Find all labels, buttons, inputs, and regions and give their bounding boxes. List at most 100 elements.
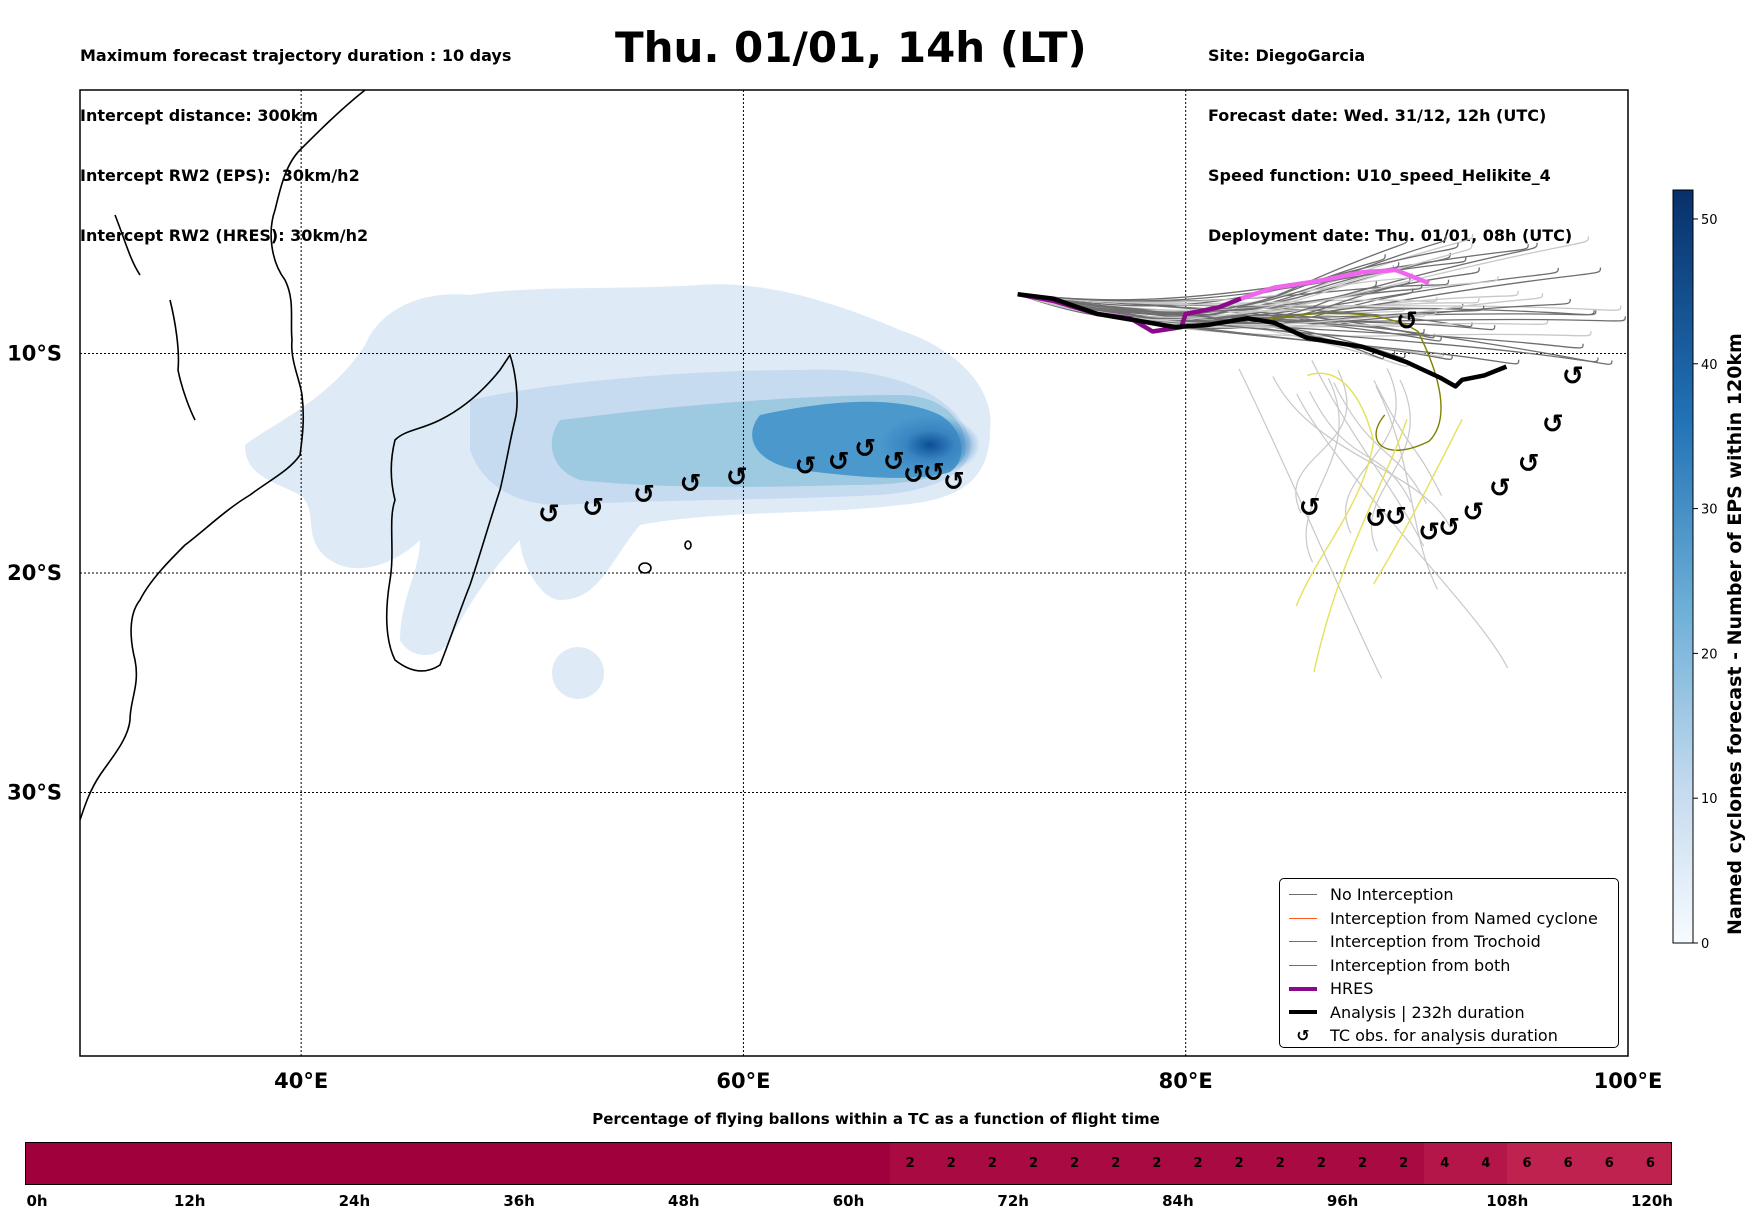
timebar-tick-label: 96h (1326, 1192, 1359, 1210)
eps-trajectory (1017, 293, 1425, 335)
timebar-tick-label: 108h (1486, 1192, 1529, 1210)
lat-tick-label: 30°S (7, 781, 62, 805)
site-line: Site: DiegoGarcia (1208, 46, 1366, 65)
eps-trajectory (1017, 254, 1386, 315)
timebar-tick-label: 72h (997, 1192, 1029, 1210)
lon-tick-label: 80°E (1159, 1069, 1213, 1093)
param-line: Maximum forecast trajectory duration : 1… (80, 46, 512, 65)
timebar-cell: 2 (1383, 1143, 1425, 1184)
timebar-cell (149, 1143, 191, 1184)
timebar-cell (190, 1143, 232, 1184)
eps-trajectory (1272, 376, 1451, 529)
legend-item-hres: HRES (1288, 977, 1610, 1001)
cyclone-icon: ↺ (1365, 504, 1387, 534)
colorbar-tick-label: 50 (1701, 213, 1718, 228)
density-core (880, 415, 980, 475)
legend-label: HRES (1330, 979, 1374, 999)
map-frame (79, 89, 1629, 1057)
cyclone-icon: ↺ (538, 500, 560, 530)
param-line: Intercept RW2 (HRES): 30km/h2 (80, 226, 369, 245)
timebar-cell: 2 (889, 1143, 931, 1184)
legend-item-named-cyclone: Interception from Named cyclone (1288, 907, 1610, 931)
lat-tick-label: 10°S (7, 341, 62, 365)
timebar-cell: 2 (1342, 1143, 1384, 1184)
timebar-cell: 2 (1177, 1143, 1219, 1184)
timebar-cell: 2 (1054, 1143, 1096, 1184)
timebar-tick-label: 24h (338, 1192, 371, 1210)
latitude-labels: 10°S 20°S 30°S (7, 341, 62, 804)
timebar-cell: 2 (1013, 1143, 1055, 1184)
eps-trajectory (1017, 236, 1590, 318)
timebar-cell (478, 1143, 520, 1184)
trochoid-trajectory-late (1373, 419, 1463, 585)
legend-label: Interception from Named cyclone (1330, 908, 1598, 928)
madagascar-coast (385, 353, 518, 672)
legend-item-no-interception: No Interception (1288, 883, 1610, 907)
cyclone-icon: ↺ (943, 467, 965, 497)
trochoid-trajectory-late (1295, 372, 1375, 607)
timebar-tick-label: 84h (1162, 1192, 1194, 1210)
timebar-cell (725, 1143, 767, 1184)
timebar-cell: 6 (1629, 1143, 1671, 1184)
cyclone-icon: ↺ (854, 434, 876, 464)
cyclone-icon: ↺ (1489, 473, 1511, 503)
colorbar-ticks: 0 10 20 30 40 50 (1693, 213, 1718, 952)
trochoid-trajectory-late (1313, 419, 1408, 672)
eps-trajectory (1017, 293, 1599, 363)
colorbar-title: Named cyclones forecast - Number of EPS … (1724, 333, 1746, 935)
colorbar-tick-label: 0 (1701, 937, 1709, 952)
trajectories (1017, 233, 1626, 679)
legend-swatch (1288, 986, 1318, 991)
cyclone-icon: ↺ (633, 480, 655, 510)
cyclone-icon: ↺ (828, 447, 850, 477)
page-title: Thu. 01/01, 14h (LT) (615, 23, 1087, 72)
timebar-cell (26, 1143, 68, 1184)
timebar-tick-label: 36h (503, 1192, 535, 1210)
timebar-cell: 2 (1095, 1143, 1137, 1184)
timebar-cell (437, 1143, 479, 1184)
cyclone-icon: ↺ (1562, 361, 1584, 391)
site-info: Site: DiegoGarcia Forecast date: Wed. 31… (1208, 6, 1678, 266)
cyclone-icon: ↺ (1542, 410, 1564, 440)
cyclone-density-field (245, 284, 991, 699)
timebar-cell (684, 1143, 726, 1184)
timebar-cell: 2 (1136, 1143, 1178, 1184)
site-line: Speed function: U10_speed_Helikite_4 (1208, 166, 1551, 185)
param-line: Intercept distance: 300km (80, 106, 319, 125)
legend-label: Interception from Trochoid (1330, 932, 1541, 952)
timebar-cell (519, 1143, 561, 1184)
lat-tick-label: 20°S (7, 561, 62, 585)
eps-trajectory (1370, 379, 1411, 552)
colorbar-tick-label: 10 (1701, 792, 1718, 807)
map-area: ↺ ↺ ↺ ↺ ↺ ↺ ↺ ↺ ↺↺↺↺↺↺ ↺↺↺↺↺↺↺↺↺ (80, 90, 1628, 1056)
param-line: Intercept RW2 (EPS): 30km/h2 (80, 166, 360, 185)
timebar-cell: 2 (1218, 1143, 1260, 1184)
hres-trajectory-late (1240, 267, 1430, 301)
timebar-tick-label: 60h (832, 1192, 865, 1210)
lon-tick-label: 40°E (274, 1069, 328, 1093)
timebar-title: Percentage of flying ballons within a TC… (592, 1110, 1160, 1128)
legend-swatch (1288, 941, 1318, 943)
tc-observations: ↺ ↺ ↺ ↺ ↺ ↺ ↺ ↺ ↺↺↺↺↺↺ ↺↺↺↺↺↺↺↺↺ (538, 307, 1584, 548)
legend-swatch (1288, 1010, 1318, 1015)
colorbar (1672, 189, 1694, 944)
legend-item-tc-obs: ↺ TC obs. for analysis duration (1288, 1024, 1610, 1048)
timebar-tick-label: 48h (668, 1192, 700, 1210)
timebar-cell (766, 1143, 808, 1184)
lake-tanganyika (169, 299, 196, 421)
cyclone-icon: ↺ (1296, 1026, 1310, 1046)
timebar-tick-label: 0h (26, 1192, 48, 1210)
timebar-cell (313, 1143, 355, 1184)
cyclone-icon: ↺ (1462, 498, 1484, 528)
legend: No Interception Interception from Named … (1279, 878, 1619, 1048)
timebar-cell: 6 (1588, 1143, 1630, 1184)
cyclone-icon: ↺ (1385, 502, 1407, 532)
cyclone-icon: ↺ (1518, 449, 1540, 479)
eps-trajectory (1309, 391, 1412, 503)
timebar-cell (67, 1143, 109, 1184)
timebar-cell (601, 1143, 643, 1184)
cyclone-icon: ↺ (923, 458, 945, 488)
timebar-cell (560, 1143, 602, 1184)
coastlines (80, 90, 692, 821)
